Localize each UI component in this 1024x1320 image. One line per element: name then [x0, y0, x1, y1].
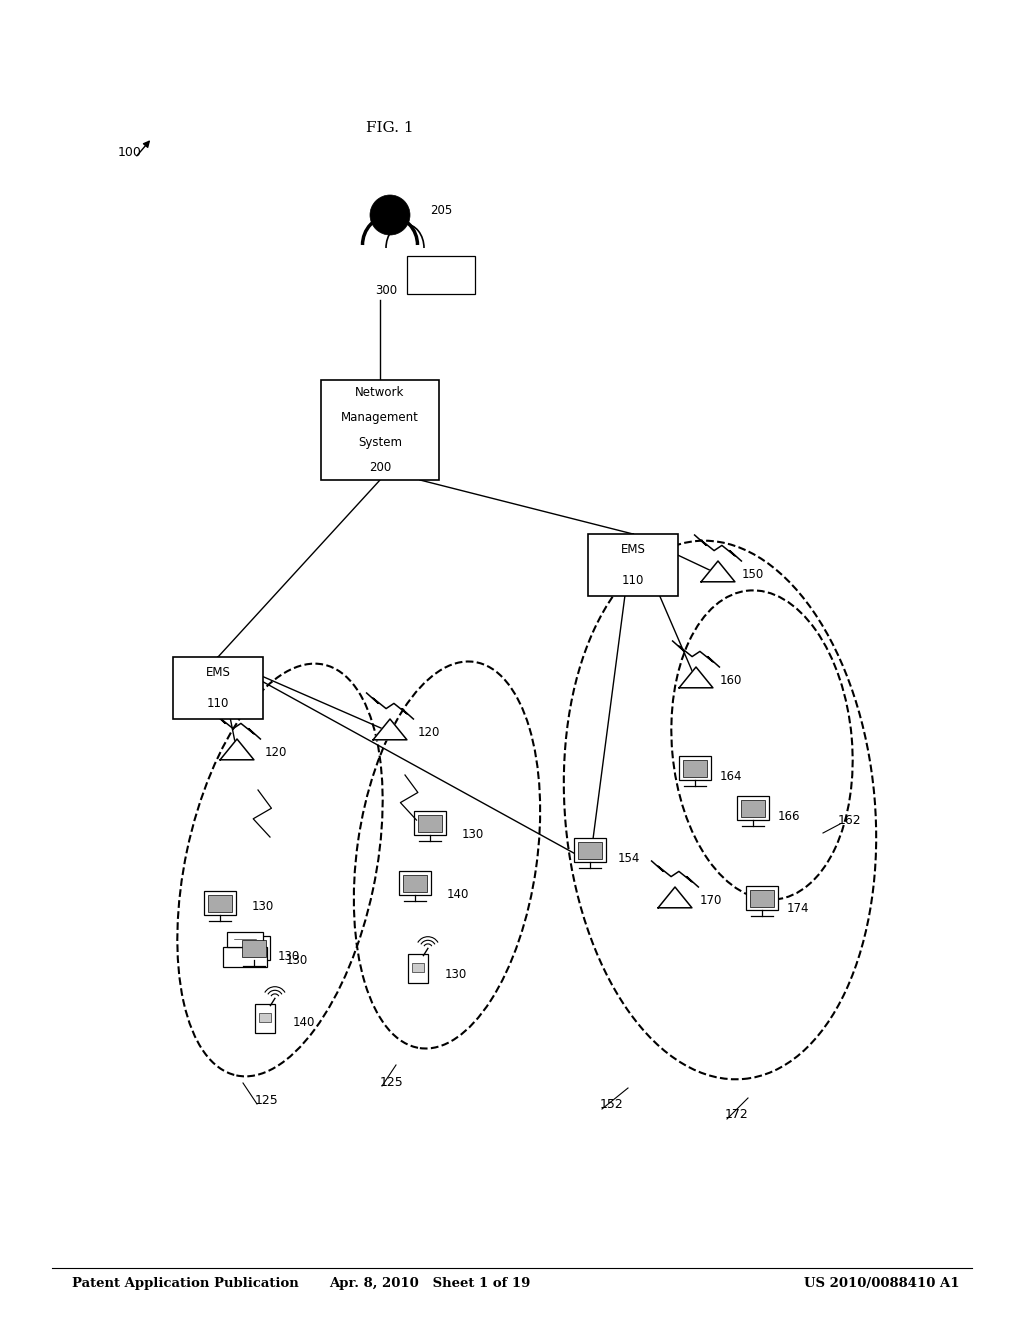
Text: 130: 130 — [278, 949, 300, 962]
Bar — [683, 760, 708, 777]
Text: 160: 160 — [720, 673, 742, 686]
Bar — [204, 891, 236, 915]
Text: 174: 174 — [787, 902, 810, 915]
Bar — [227, 932, 262, 946]
Polygon shape — [658, 887, 692, 908]
Text: 164: 164 — [720, 770, 742, 783]
Text: 120: 120 — [418, 726, 440, 738]
Bar — [414, 810, 446, 836]
Text: Apr. 8, 2010   Sheet 1 of 19: Apr. 8, 2010 Sheet 1 of 19 — [330, 1276, 530, 1290]
Bar — [173, 657, 263, 719]
Text: 162: 162 — [838, 813, 861, 826]
Text: 166: 166 — [778, 809, 801, 822]
Text: EMS: EMS — [621, 543, 645, 556]
Text: 120: 120 — [265, 746, 288, 759]
Bar — [399, 871, 431, 895]
Bar — [412, 962, 424, 972]
Text: 110: 110 — [622, 574, 644, 587]
Text: 154: 154 — [618, 851, 640, 865]
Bar — [578, 842, 602, 859]
Text: FIG. 1: FIG. 1 — [367, 121, 414, 135]
Text: 200: 200 — [369, 461, 391, 474]
Bar — [321, 380, 439, 480]
Text: 150: 150 — [742, 568, 764, 581]
Text: System: System — [358, 436, 402, 449]
Text: 170: 170 — [700, 894, 722, 907]
Text: US 2010/0088410 A1: US 2010/0088410 A1 — [805, 1276, 961, 1290]
Bar — [750, 890, 774, 907]
Text: 125: 125 — [255, 1093, 279, 1106]
Bar — [679, 756, 711, 780]
Bar — [255, 1003, 274, 1032]
Bar — [259, 1012, 271, 1022]
Bar — [242, 940, 266, 957]
Bar — [407, 256, 475, 294]
Polygon shape — [701, 561, 735, 582]
Text: Patent Application Publication: Patent Application Publication — [72, 1276, 299, 1290]
Bar — [740, 800, 765, 817]
Text: 130: 130 — [445, 969, 467, 982]
Text: 130: 130 — [462, 829, 484, 842]
Bar — [409, 954, 428, 982]
Text: EMS: EMS — [206, 667, 230, 678]
Bar — [238, 936, 270, 960]
Text: 300: 300 — [375, 284, 397, 297]
Polygon shape — [220, 739, 254, 760]
Bar — [746, 886, 778, 909]
Text: 205: 205 — [430, 203, 453, 216]
Text: 152: 152 — [600, 1098, 624, 1111]
Text: 130: 130 — [252, 900, 274, 913]
Bar — [223, 946, 267, 966]
Bar — [402, 875, 427, 892]
Bar — [737, 796, 769, 820]
Text: Network: Network — [355, 385, 404, 399]
Text: 125: 125 — [380, 1076, 403, 1089]
Text: 140: 140 — [447, 888, 469, 902]
Bar — [208, 895, 232, 912]
Polygon shape — [679, 667, 713, 688]
Text: 110: 110 — [207, 697, 229, 710]
Polygon shape — [373, 719, 407, 739]
Bar — [588, 535, 678, 597]
Circle shape — [370, 195, 410, 235]
Bar — [574, 838, 606, 862]
Text: 130: 130 — [286, 953, 308, 966]
Text: Management: Management — [341, 411, 419, 424]
Bar — [418, 816, 442, 832]
Text: 140: 140 — [293, 1016, 315, 1030]
Text: 100: 100 — [118, 147, 142, 160]
Text: 172: 172 — [725, 1109, 749, 1122]
